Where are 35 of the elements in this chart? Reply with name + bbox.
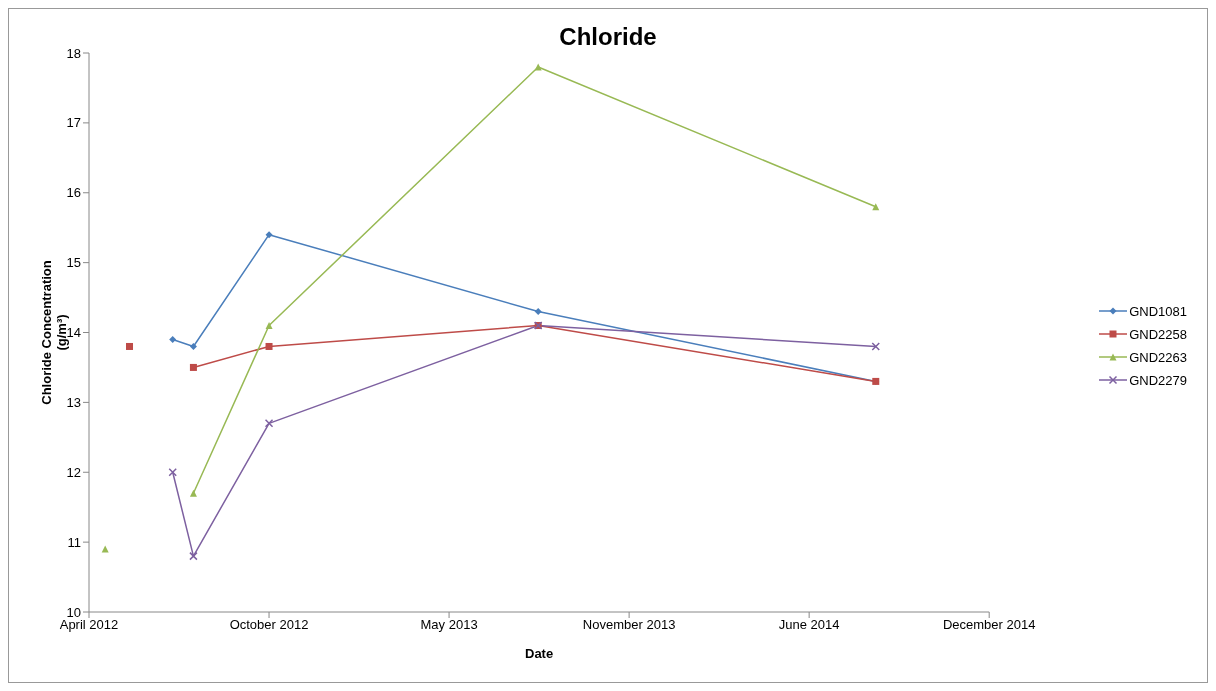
chart-title: Chloride [559, 23, 657, 50]
point [189, 489, 197, 497]
point [534, 308, 542, 316]
point [265, 342, 273, 350]
point [169, 335, 177, 343]
legend-label: GND2279 [1129, 372, 1187, 388]
x-tick-label: December 2014 [942, 617, 1036, 633]
x-tick-label: May 2013 [420, 617, 478, 633]
point [168, 468, 177, 477]
y-tick-label: 16 [66, 185, 81, 201]
point [189, 363, 197, 371]
x-tick-label: June 2014 [778, 617, 840, 633]
y-tick-label: 10 [66, 604, 81, 620]
point [189, 342, 197, 350]
y-tick-label: 17 [66, 115, 81, 131]
point [265, 231, 273, 239]
point [264, 419, 274, 428]
legend-label: GND1081 [1129, 303, 1187, 319]
y-tick-label: 12 [66, 464, 81, 480]
y-tick-label: 13 [66, 394, 81, 410]
legend-label: GND2263 [1129, 349, 1187, 365]
legend-label: GND2258 [1129, 326, 1187, 342]
x-tick-label: October 2012 [229, 617, 309, 633]
point [101, 545, 109, 553]
x-axis-title: Date [525, 646, 554, 661]
x-tick-label: November 2013 [582, 617, 676, 633]
y-tick-label: 15 [66, 255, 81, 271]
point [265, 322, 273, 330]
y-axis-title: Chloride Concentration (g/m³) [39, 260, 69, 405]
point [126, 342, 134, 350]
y-tick-label: 11 [67, 534, 81, 550]
point [871, 342, 881, 351]
y-tick-label: 18 [66, 45, 81, 61]
point [189, 551, 198, 561]
x-tick-label: April 2012 [59, 617, 119, 633]
